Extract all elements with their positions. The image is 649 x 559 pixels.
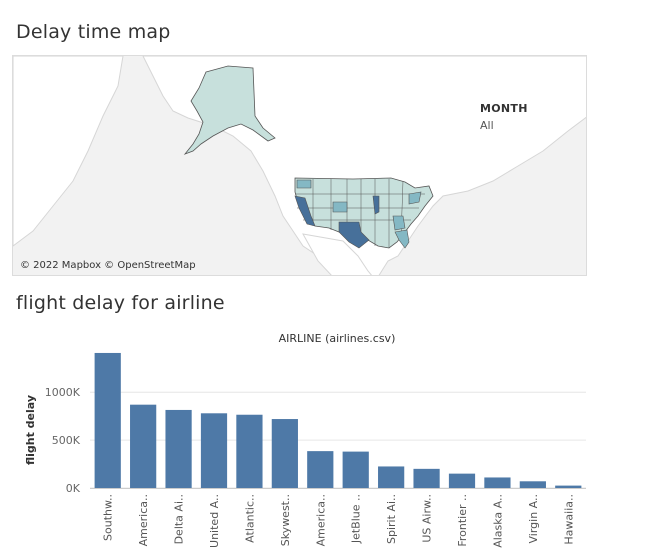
x-tick-label: United A.. <box>208 494 221 548</box>
x-tick-label: America.. <box>137 494 150 546</box>
x-tick-label: Hawaiia.. <box>562 494 575 545</box>
chart-title: AIRLINE (airlines.csv) <box>279 332 396 345</box>
bar[interactable] <box>555 485 582 488</box>
colorado-state <box>332 201 348 213</box>
mexico-land <box>302 233 372 275</box>
x-tick-label: Virgin A.. <box>527 494 540 544</box>
month-filter-legend[interactable]: MONTH All <box>480 102 528 132</box>
florida-state <box>394 229 410 249</box>
bar[interactable] <box>271 419 298 488</box>
bar[interactable] <box>94 352 121 488</box>
bar[interactable] <box>484 477 511 488</box>
x-tick-label: Delta Ai.. <box>173 494 186 544</box>
california-state <box>294 195 316 227</box>
bar[interactable] <box>200 413 228 488</box>
bar[interactable] <box>448 473 476 488</box>
x-tick-label: US Airw.. <box>421 494 434 543</box>
bar[interactable] <box>519 481 546 488</box>
illinois-state <box>372 195 380 215</box>
x-tick-label: Spirit Ai.. <box>385 494 398 544</box>
map-section-title: Delay time map <box>16 21 171 43</box>
x-tick-label: Southw.. <box>102 494 115 541</box>
x-tick-label: Alaska A.. <box>491 494 504 548</box>
x-tick-label: Atlantic.. <box>243 494 256 543</box>
bar[interactable] <box>130 404 157 488</box>
y-axis-label: flight delay <box>24 395 37 465</box>
alaska-state <box>183 65 276 155</box>
bar[interactable] <box>165 409 192 488</box>
y-tick-label: 0K <box>66 482 81 495</box>
bar[interactable] <box>413 468 440 488</box>
x-tick-label: Frontier .. <box>456 494 469 547</box>
bar[interactable] <box>378 466 405 488</box>
x-tick-label: JetBlue .. <box>350 494 363 544</box>
bar[interactable] <box>342 451 369 488</box>
bar[interactable] <box>307 451 334 488</box>
asia-land <box>13 56 124 247</box>
x-tick-label: America.. <box>314 494 327 546</box>
x-tick-label: Skywest.. <box>279 494 292 546</box>
georgia-state <box>392 215 406 231</box>
washington-state <box>296 179 312 189</box>
map-attribution[interactable]: © 2022 Mapbox © OpenStreetMap <box>20 260 196 271</box>
y-tick-label: 500K <box>52 434 81 447</box>
northeast-state <box>408 191 422 205</box>
delay-time-map[interactable]: MONTH All © 2022 Mapbox © OpenStreetMap <box>12 55 587 276</box>
legend-title: MONTH <box>480 102 528 115</box>
texas-state <box>338 221 370 249</box>
bar[interactable] <box>236 414 263 488</box>
bar-chart-canvas: AIRLINE (airlines.csv) flight delay 0K 50… <box>24 332 586 548</box>
chart-section-title: flight delay for airline <box>16 292 225 314</box>
legend-value[interactable]: All <box>480 119 494 132</box>
airline-delay-chart: AIRLINE (airlines.csv) flight delay 0K 50… <box>0 318 649 559</box>
y-tick-label: 1000K <box>45 386 81 399</box>
map-canvas[interactable] <box>13 56 587 276</box>
